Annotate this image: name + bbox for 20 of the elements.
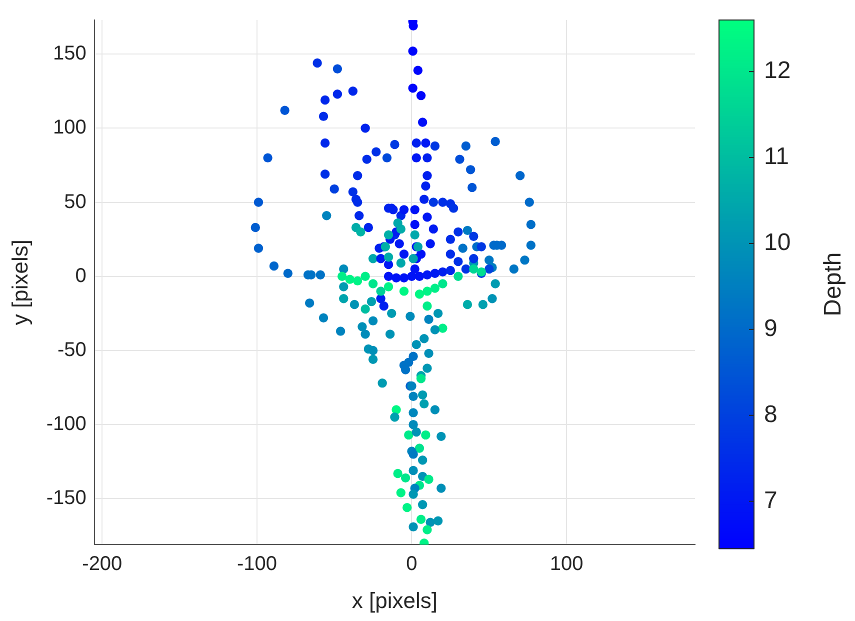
color-bar-label: 8 bbox=[764, 401, 778, 428]
color-bar-label: 9 bbox=[764, 315, 778, 342]
color-bar-label: 11 bbox=[764, 143, 789, 170]
color-bar-label: 10 bbox=[764, 229, 791, 256]
color-bar-label: 7 bbox=[764, 486, 778, 514]
y-tick-label: 150 bbox=[53, 42, 86, 65]
y-tick-label: -150 bbox=[46, 487, 86, 510]
x-tick-label: -200 bbox=[82, 553, 122, 576]
x-axis-title: x [pixels] bbox=[352, 588, 438, 613]
x-tick-label: 0 bbox=[406, 553, 418, 576]
y-axis-title: y [pixels] bbox=[7, 240, 32, 326]
x-tick-label: 100 bbox=[550, 553, 584, 576]
y-tick-label: 0 bbox=[75, 264, 86, 287]
y-tick-label: -50 bbox=[58, 338, 86, 361]
x-tick-label: -100 bbox=[236, 553, 277, 576]
y-tick-label: -100 bbox=[46, 413, 86, 436]
y-tick-label: 50 bbox=[64, 190, 86, 213]
y-tick-label: 100 bbox=[53, 116, 86, 139]
color-bar-title: Depth bbox=[820, 252, 847, 316]
color-bar-label: 12 bbox=[764, 57, 791, 84]
